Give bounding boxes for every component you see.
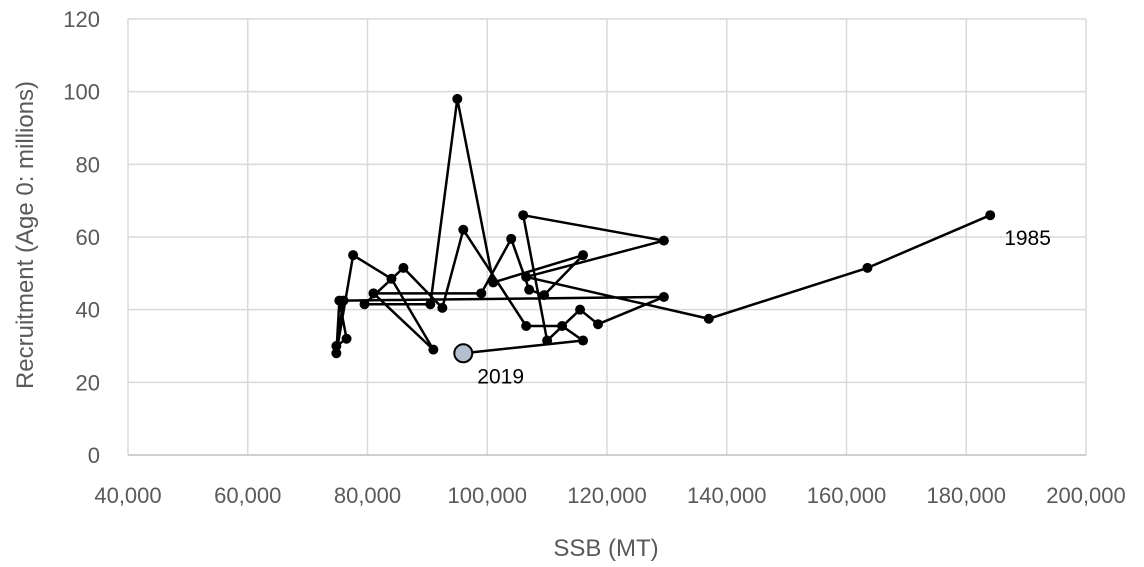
x-tick-label: 180,000 <box>926 483 1006 508</box>
x-tick-label: 140,000 <box>687 483 767 508</box>
data-point <box>331 341 342 351</box>
data-point <box>985 210 996 221</box>
x-axis-title: SSB (MT) <box>553 535 658 562</box>
y-tick-label: 100 <box>63 80 100 105</box>
data-point <box>521 271 532 282</box>
y-tick-label: 80 <box>76 152 100 177</box>
data-point <box>331 348 342 359</box>
annotation-label: 2019 <box>477 365 524 388</box>
data-point <box>341 333 352 344</box>
data-point <box>428 344 439 355</box>
y-tick-label: 120 <box>63 7 100 32</box>
data-point <box>458 224 469 235</box>
data-series <box>331 93 996 364</box>
data-point <box>506 233 517 244</box>
data-point <box>578 335 589 346</box>
x-tick-label: 60,000 <box>214 483 281 508</box>
data-point <box>476 288 487 299</box>
data-point <box>862 262 873 273</box>
data-point <box>578 250 589 261</box>
data-point <box>425 299 436 310</box>
data-point <box>539 290 550 301</box>
data-point <box>518 210 529 221</box>
x-tick-label: 40,000 <box>94 483 161 508</box>
data-point <box>658 235 669 246</box>
y-axis-title: Recruitment (Age 0: millions) <box>12 81 39 389</box>
data-point <box>398 262 409 273</box>
data-point <box>386 273 397 284</box>
data-point <box>359 299 370 310</box>
y-tick-label: 40 <box>76 298 100 323</box>
data-point <box>542 335 553 346</box>
x-tick-label: 100,000 <box>447 483 527 508</box>
annotation-label: 1985 <box>1004 227 1051 250</box>
data-point <box>452 93 463 104</box>
x-tick-label: 80,000 <box>334 483 401 508</box>
data-point <box>593 319 604 330</box>
gridlines <box>127 18 1087 456</box>
y-tick-label: 0 <box>88 443 100 468</box>
data-point <box>524 284 535 295</box>
data-point <box>488 277 499 288</box>
data-point <box>521 321 532 332</box>
annotations: 1985 2019 <box>477 227 1051 388</box>
x-tick-label: 120,000 <box>567 483 647 508</box>
x-tick-label: 160,000 <box>807 483 887 508</box>
x-tick-label: 200,000 <box>1046 483 1126 508</box>
y-tick-label: 60 <box>76 225 100 250</box>
data-point <box>437 302 448 313</box>
data-point <box>703 313 714 324</box>
series-line <box>335 97 991 355</box>
data-point <box>557 321 568 332</box>
data-point <box>334 295 345 306</box>
y-tick-label: 20 <box>76 370 100 395</box>
data-point <box>658 291 669 302</box>
last-point-marker <box>453 343 474 364</box>
data-point <box>348 250 359 261</box>
tick-labels: 40,000 60,000 80,000 100,000 120,000 140,000 1… <box>63 7 1125 508</box>
data-point <box>368 288 379 299</box>
data-point <box>575 304 586 315</box>
